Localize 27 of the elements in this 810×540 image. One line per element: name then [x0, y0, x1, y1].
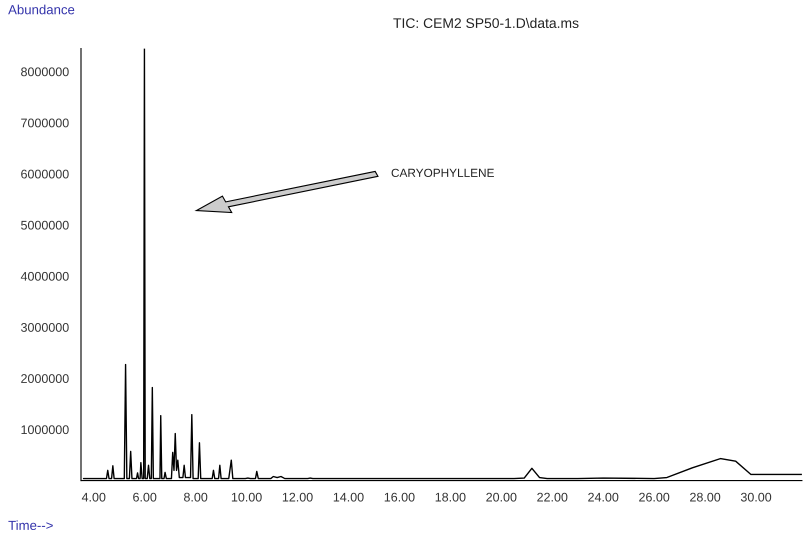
- x-axis-title: Time-->: [8, 520, 53, 530]
- x-tick-label: 14.00: [334, 492, 364, 502]
- y-tick-label: 7000000: [21, 118, 69, 128]
- y-tick-label: 1000000: [21, 425, 69, 434]
- chart-title: TIC: CEM2 SP50-1.D\data.ms: [393, 18, 579, 28]
- y-tick-label: 6000000: [21, 170, 69, 179]
- annotation: CARYOPHYLLENE: [392, 168, 494, 178]
- x-tick-label: 8.00: [184, 492, 208, 502]
- x-tick-label: 6.00: [133, 492, 156, 502]
- x-tick-label: 24.00: [588, 492, 618, 502]
- x-tick-label: 4.00: [82, 492, 106, 502]
- y-tick-label: 5000000: [21, 220, 69, 230]
- y-tick-label: 8000000: [21, 67, 69, 76]
- line-series: [82, 48, 802, 480]
- x-tick-label: 12.00: [282, 492, 313, 502]
- x-tick-label: 30.00: [740, 492, 772, 502]
- x-tick-label: 20.00: [486, 492, 516, 502]
- y-tick-label: 4000000: [20, 272, 69, 281]
- x-tick-label: 26.00: [639, 492, 670, 502]
- x-tick-label: 16.00: [384, 492, 415, 502]
- x-tick-label: 18.00: [436, 492, 466, 502]
- y-axis-title: Abundance: [8, 4, 74, 14]
- x-tick-label: 22.00: [537, 492, 568, 502]
- x-tick-label: 28.00: [690, 492, 720, 502]
- y-tick-label: 3000000: [21, 323, 69, 332]
- y-tick-label: 2000000: [21, 374, 69, 384]
- x-tick-label: 10.00: [232, 492, 262, 502]
